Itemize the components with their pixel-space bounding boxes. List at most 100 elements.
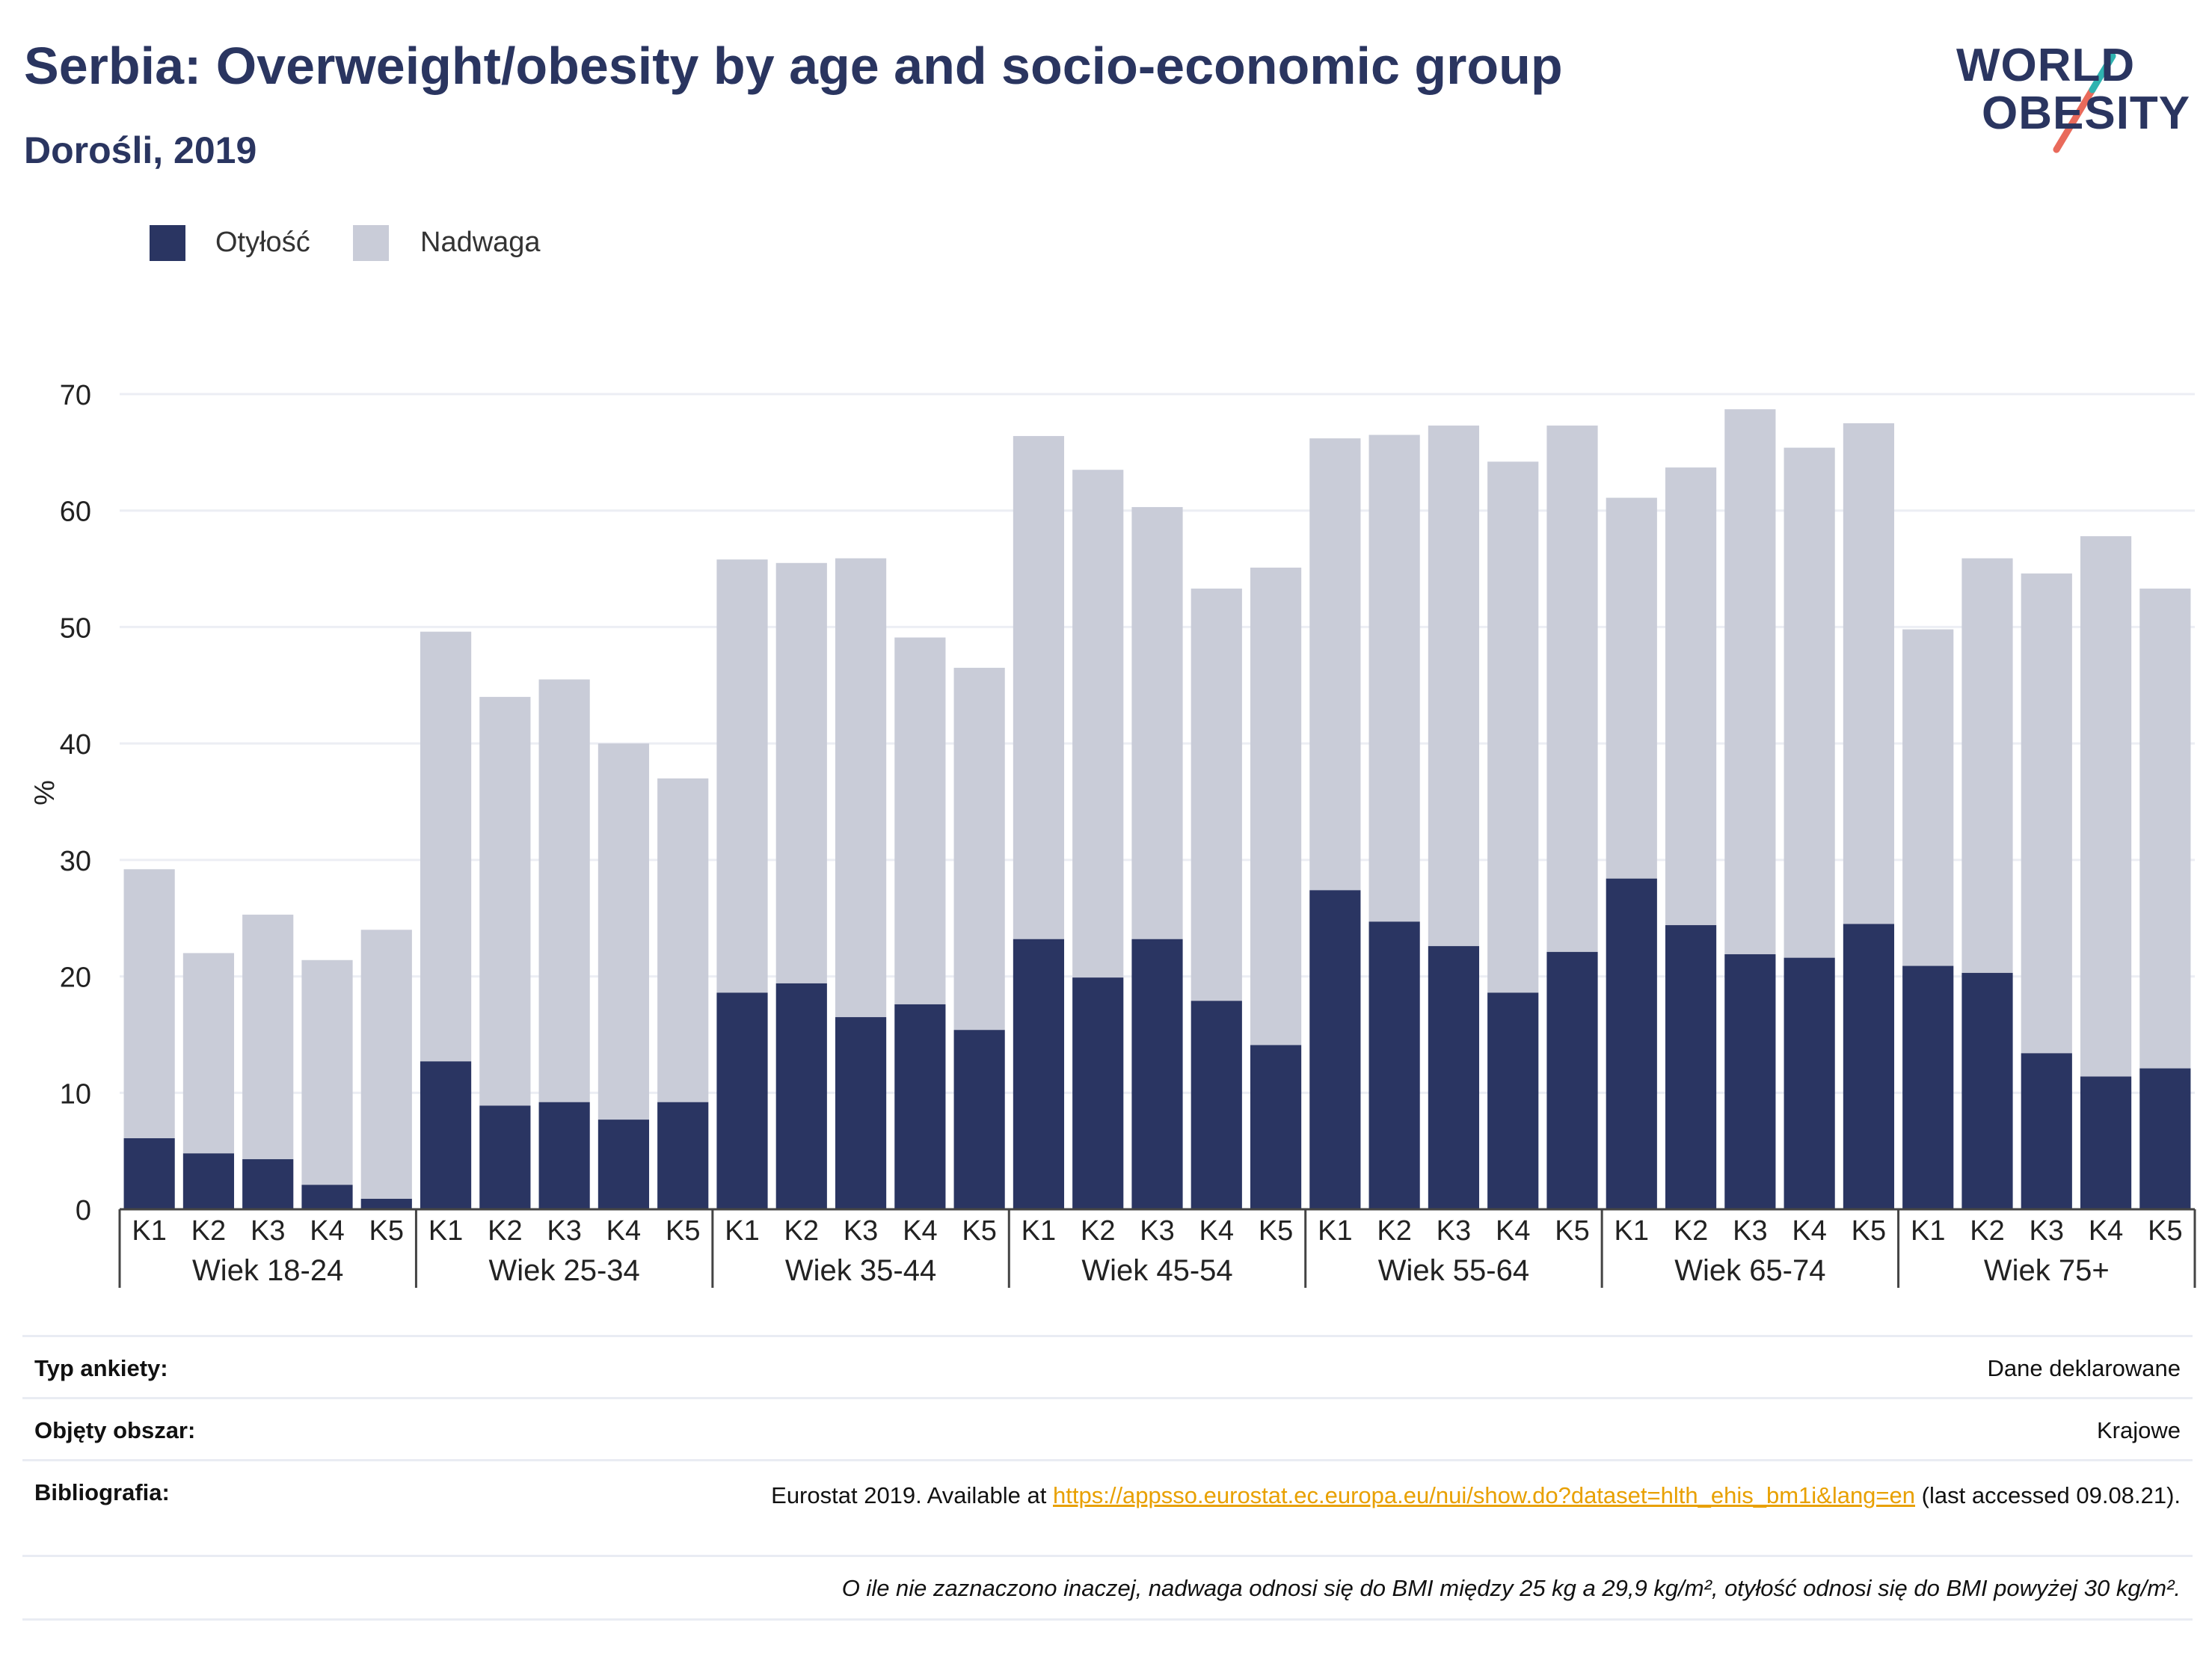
bar-obesity bbox=[1665, 925, 1717, 1209]
bibliography-prefix: Eurostat 2019. Available at bbox=[771, 1482, 1047, 1508]
x-tick-label: K2 bbox=[1970, 1215, 2004, 1247]
bar-obesity bbox=[716, 992, 768, 1209]
x-tick-label: K2 bbox=[191, 1215, 226, 1247]
bar-overweight bbox=[953, 667, 1005, 1031]
bar-obesity bbox=[123, 1138, 175, 1209]
x-tick-label: K4 bbox=[1792, 1215, 1826, 1247]
bar-obesity bbox=[1072, 977, 1124, 1209]
bar-obesity bbox=[538, 1102, 590, 1209]
bar-overweight bbox=[1072, 470, 1124, 978]
bar-obesity bbox=[657, 1102, 709, 1209]
bar-obesity bbox=[1428, 946, 1480, 1209]
bar-obesity bbox=[1250, 1045, 1302, 1209]
bar-obesity bbox=[301, 1185, 353, 1209]
bibliography-link[interactable]: https://appsso.eurostat.ec.europa.eu/nui… bbox=[1053, 1482, 1916, 1508]
x-tick-label: K1 bbox=[1615, 1215, 1649, 1247]
bar-overweight bbox=[1309, 438, 1361, 891]
bar-obesity bbox=[775, 983, 827, 1209]
y-tick-label: 20 bbox=[60, 962, 91, 994]
y-tick-label: 50 bbox=[60, 612, 91, 644]
x-tick-label: K1 bbox=[1318, 1215, 1352, 1247]
bar-obesity bbox=[835, 1017, 887, 1209]
x-tick-label: K1 bbox=[132, 1215, 166, 1247]
bar-overweight bbox=[182, 953, 235, 1154]
x-tick-label: K5 bbox=[962, 1215, 996, 1247]
info-row-bibliography: Bibliografia: Eurostat 2019. Available a… bbox=[22, 1459, 2193, 1555]
bar-obesity bbox=[420, 1061, 472, 1209]
legend-swatch-obesity bbox=[150, 225, 185, 261]
x-tick-label: K5 bbox=[369, 1215, 404, 1247]
bar-obesity bbox=[2080, 1076, 2132, 1209]
y-tick-label: 30 bbox=[60, 846, 91, 877]
definition-note: O ile nie zaznaczono inaczej, nadwaga od… bbox=[841, 1575, 2181, 1601]
bar-overweight bbox=[1665, 467, 1717, 926]
x-tick-label: K3 bbox=[251, 1215, 285, 1247]
group-label: Wiek 25-34 bbox=[488, 1254, 639, 1287]
bar-overweight bbox=[420, 631, 472, 1062]
chart-subtitle: Dorośli, 2019 bbox=[24, 129, 257, 171]
x-tick-label: K5 bbox=[666, 1215, 700, 1247]
bar-obesity bbox=[1487, 992, 1539, 1209]
bar-overweight bbox=[894, 637, 946, 1004]
bar-overweight bbox=[1546, 426, 1598, 952]
bar-overweight bbox=[775, 562, 827, 983]
x-tick-label: K2 bbox=[1674, 1215, 1708, 1247]
bar-overweight bbox=[1606, 497, 1657, 879]
bar-overweight bbox=[1724, 409, 1776, 954]
y-tick-label: 70 bbox=[60, 380, 91, 411]
legend-swatch-overweight bbox=[353, 225, 389, 261]
bar-obesity bbox=[894, 1004, 946, 1209]
bar-obesity bbox=[1961, 972, 2013, 1209]
x-tick-label: K2 bbox=[1081, 1215, 1115, 1247]
info-row-area: Objęty obszar: Krajowe bbox=[22, 1397, 2193, 1459]
x-tick-label: K4 bbox=[310, 1215, 344, 1247]
bar-obesity bbox=[953, 1030, 1005, 1209]
bar-overweight bbox=[123, 869, 175, 1139]
bar-overweight bbox=[242, 915, 294, 1160]
bar-overweight bbox=[1368, 435, 1420, 922]
group-label: Wiek 35-44 bbox=[785, 1254, 936, 1287]
logo-slash-icon bbox=[2053, 52, 2116, 153]
chart-title: Serbia: Overweight/obesity by age and so… bbox=[24, 37, 1563, 95]
bar-obesity bbox=[182, 1153, 235, 1209]
group-label: Wiek 55-64 bbox=[1378, 1254, 1529, 1287]
bar-obesity bbox=[242, 1159, 294, 1209]
x-tick-label: K2 bbox=[488, 1215, 522, 1247]
bar-overweight bbox=[360, 930, 412, 1199]
bar-overweight bbox=[2080, 535, 2132, 1077]
bar-obesity bbox=[1309, 890, 1361, 1209]
bar-overweight bbox=[597, 743, 650, 1120]
survey-key: Typ ankiety: bbox=[34, 1355, 168, 1381]
bar-overweight bbox=[2021, 573, 2072, 1054]
bar-obesity bbox=[2139, 1068, 2191, 1209]
bar-obesity bbox=[1546, 951, 1598, 1209]
x-tick-label: K5 bbox=[1852, 1215, 1886, 1247]
bar-overweight bbox=[538, 679, 590, 1102]
group-label: Wiek 75+ bbox=[1984, 1254, 2110, 1287]
bar-obesity bbox=[1784, 957, 1835, 1209]
x-tick-label: K1 bbox=[428, 1215, 463, 1247]
bar-overweight bbox=[1131, 507, 1183, 939]
bar-overweight bbox=[835, 558, 887, 1018]
x-tick-label: K4 bbox=[1199, 1215, 1234, 1247]
area-key: Objęty obszar: bbox=[34, 1417, 196, 1443]
bar-obesity bbox=[597, 1120, 650, 1209]
bar-overweight bbox=[1902, 629, 1954, 966]
x-tick-label: K5 bbox=[1555, 1215, 1589, 1247]
y-tick-label: 0 bbox=[76, 1195, 91, 1226]
bar-obesity bbox=[1606, 878, 1657, 1209]
bar-obesity bbox=[1131, 939, 1183, 1209]
x-tick-label: K4 bbox=[2089, 1215, 2123, 1247]
bar-overweight bbox=[1784, 447, 1835, 958]
group-label: Wiek 45-54 bbox=[1081, 1254, 1232, 1287]
bar-obesity bbox=[1843, 924, 1895, 1209]
bibliography-value: Eurostat 2019. Available at https://apps… bbox=[535, 1479, 2181, 1512]
group-label: Wiek 18-24 bbox=[192, 1254, 343, 1287]
bar-obesity bbox=[1013, 939, 1065, 1209]
bar-overweight bbox=[657, 778, 709, 1102]
x-tick-label: K5 bbox=[2148, 1215, 2182, 1247]
x-tick-label: K3 bbox=[1733, 1215, 1767, 1247]
bar-overweight bbox=[2139, 589, 2191, 1069]
x-tick-label: K1 bbox=[725, 1215, 759, 1247]
x-tick-label: K4 bbox=[606, 1215, 641, 1247]
